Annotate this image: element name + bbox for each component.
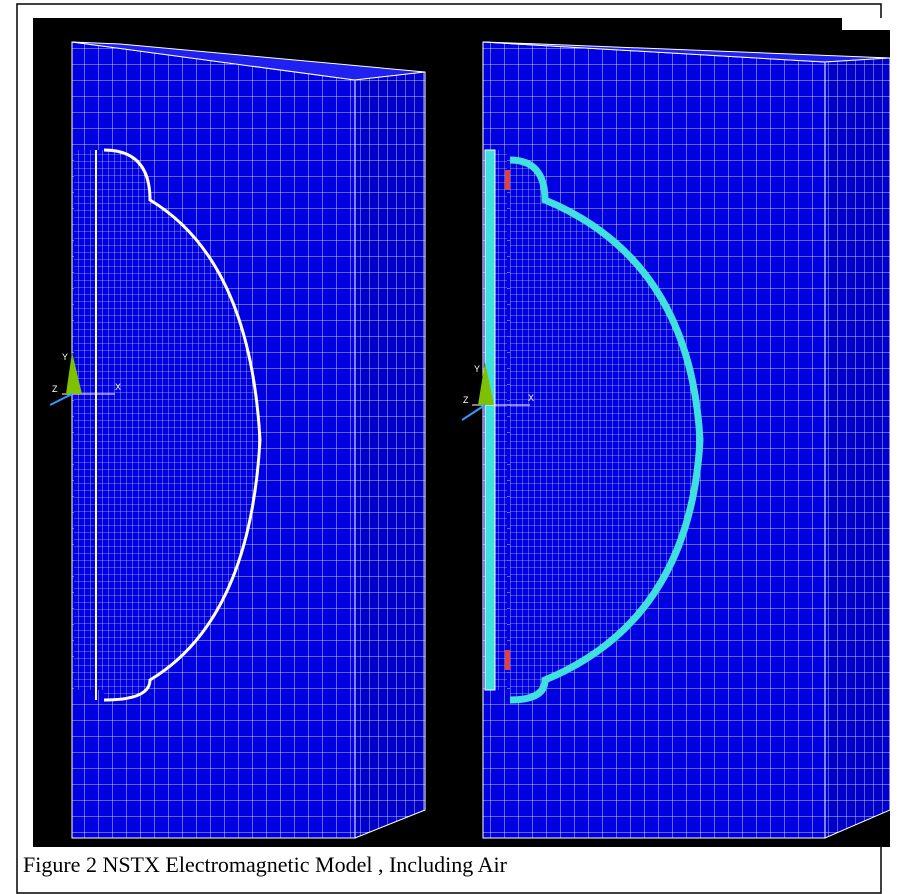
triad-label: Y: [474, 364, 480, 374]
image-notch: [842, 18, 890, 30]
triad-label: Z: [463, 395, 469, 405]
figure: Y Z X Y Z X Figure 2 NSTX Electromagneti…: [0, 0, 900, 894]
left-model: Y Z X: [50, 42, 425, 838]
page: Y Z X Y Z X Figure 2 NSTX Electromagneti…: [0, 0, 900, 894]
triad-label: X: [528, 393, 534, 403]
triad-label: Z: [52, 384, 58, 394]
right-model: Y Z X: [462, 42, 890, 838]
figure-caption: Figure 2 NSTX Electromagnetic Model , In…: [23, 852, 508, 877]
triad-label: Y: [62, 352, 68, 362]
triad-label: X: [115, 382, 121, 392]
